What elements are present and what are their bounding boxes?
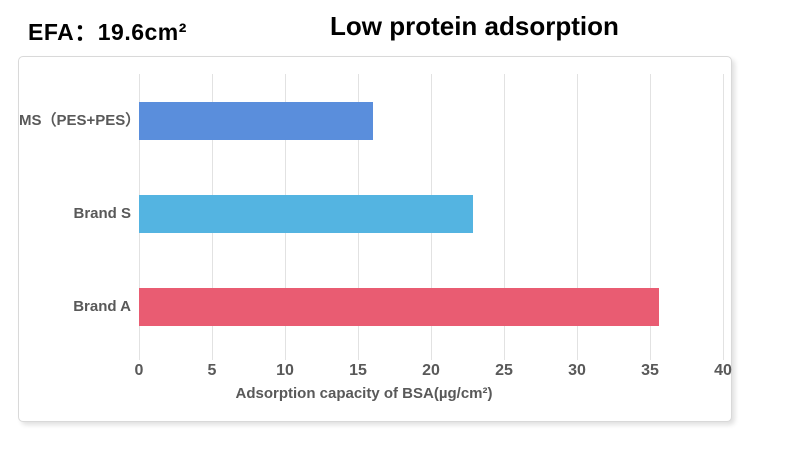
efa-label: EFA：19.6cm² [28,19,187,45]
category-label: Brand A [73,297,131,315]
tick-label: 30 [568,362,586,379]
category-axis: MS（PES+PES） Brand S Brand A [19,74,141,353]
gridline [649,74,651,360]
bar-1 [139,101,373,140]
bar-2 [139,194,474,233]
bar-3 [139,287,659,326]
tick-label: 35 [641,362,659,379]
gridline [503,74,505,360]
x-axis-title: Adsorption capacity of BSA(µg/cm²) [235,385,493,402]
tick-label: 25 [495,362,513,379]
tick-label: 15 [349,362,367,379]
x-axis-ticks: 0 5 10 15 20 25 30 35 40 [135,362,732,382]
tick-label: 40 [714,362,732,379]
category-label: MS（PES+PES） [19,111,141,129]
tick-label: 20 [422,362,440,379]
chart-panel: MS（PES+PES） Brand S Brand A 0 5 10 15 20 25 30 35… [18,56,732,422]
gridline [576,74,578,360]
tick-label: 10 [276,362,294,379]
gridline [722,74,724,360]
category-label: Brand S [73,204,131,222]
plot-area [139,74,723,353]
tick-label: 5 [207,362,217,379]
tick-label: 0 [134,362,144,379]
page-title: Low protein adsorption [330,11,619,41]
